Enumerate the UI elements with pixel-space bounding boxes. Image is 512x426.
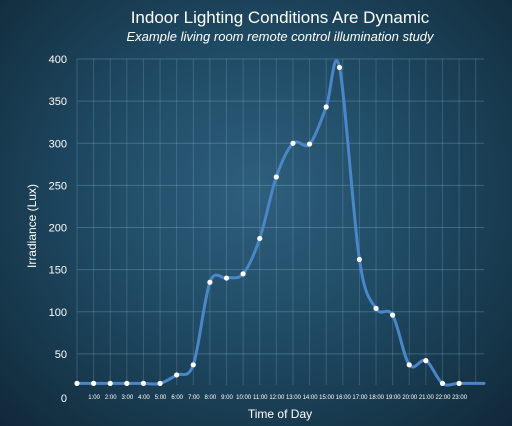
x-tick-label: 2:00 (105, 395, 117, 401)
data-point (257, 235, 263, 242)
y-axis-label: Irradiance (Lux) (25, 184, 39, 268)
data-point (390, 312, 396, 318)
data-point (406, 362, 412, 368)
data-point (373, 305, 379, 311)
y-tick-label: 350 (49, 96, 67, 108)
x-tick-label: 21:00 (419, 395, 435, 401)
x-tick-label: 8:00 (205, 395, 217, 401)
x-tick-label: 16:00 (336, 395, 352, 401)
x-tick-label: 5:00 (155, 395, 167, 401)
x-tick-label: 14:00 (303, 395, 319, 401)
data-points (74, 64, 462, 386)
x-tick-label: 7:00 (188, 395, 200, 401)
data-point (140, 380, 147, 386)
x-tick-label: 22:00 (435, 395, 451, 401)
x-tick-label: 13:00 (286, 395, 302, 401)
x-tick-label: 20:00 (402, 395, 418, 401)
y-tick-label: 0 (61, 393, 67, 405)
x-tick-label: 12:00 (269, 395, 285, 401)
data-point (74, 380, 80, 386)
data-point (107, 380, 113, 386)
x-tick-label: 3:00 (121, 395, 133, 401)
data-point (124, 380, 130, 386)
x-tick-label: 11:00 (253, 395, 268, 401)
data-point (157, 380, 163, 386)
data-point (336, 64, 343, 71)
chart-title: Indoor Lighting Conditions Are Dynamic (131, 8, 430, 27)
data-point (190, 362, 196, 368)
data-point (223, 275, 230, 281)
y-tick-label: 200 (49, 223, 67, 235)
chart-subtitle: Example living room remote control illum… (126, 29, 435, 44)
x-tick-label: 10:00 (236, 395, 252, 401)
x-tick-label: 15:00 (319, 395, 335, 401)
data-point (207, 279, 213, 285)
x-tick-label: 19:00 (386, 395, 402, 401)
data-point (306, 141, 313, 147)
x-tick-label: 9:00 (221, 395, 233, 401)
y-tick-label: 50 (55, 349, 67, 361)
data-point (273, 174, 279, 180)
x-tick-label: 18:00 (369, 395, 385, 401)
y-tick-label: 400 (49, 54, 67, 66)
y-tick-labels: 0 50 100 150 200 250 300 350 400 (49, 54, 67, 405)
data-point (91, 380, 97, 386)
data-point (290, 140, 296, 146)
data-point (456, 380, 462, 386)
data-point (423, 358, 429, 364)
data-point (174, 372, 180, 378)
x-tick-labels: 1:00 2:00 3:00 4:00 5:00 6:00 7:00 8:00 9:00 10:0… (88, 395, 467, 401)
x-axis-label: Time of Day (248, 407, 312, 421)
x-tick-label: 17:00 (352, 395, 368, 401)
data-point (356, 256, 363, 263)
x-tick-label: 1:00 (88, 395, 100, 401)
y-tick-label: 150 (49, 265, 67, 277)
x-tick-label: 23:00 (452, 395, 468, 401)
y-tick-label: 100 (49, 307, 67, 319)
data-point (439, 380, 446, 386)
grid (76, 58, 484, 385)
data-point (240, 271, 246, 277)
y-tick-label: 250 (49, 180, 67, 192)
y-tick-label: 300 (49, 138, 67, 150)
x-tick-label: 4:00 (138, 395, 150, 401)
data-point (323, 104, 329, 110)
x-tick-label: 6:00 (171, 395, 183, 401)
series-line (75, 59, 486, 387)
